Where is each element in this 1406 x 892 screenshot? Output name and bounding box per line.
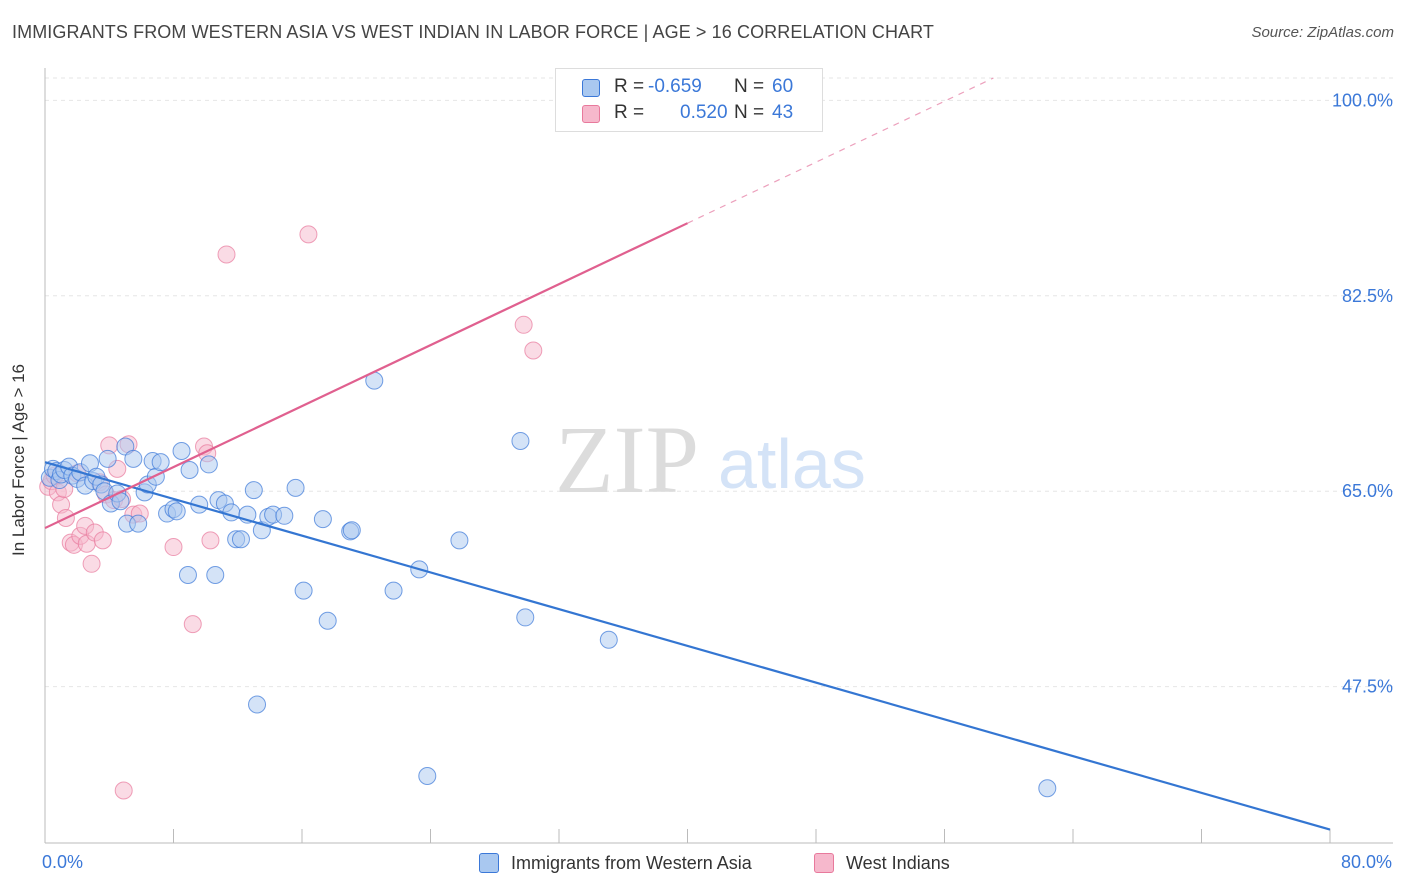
western-asia-point <box>180 460 199 479</box>
western-asia-point <box>199 455 218 474</box>
r-value: 0.520 <box>680 102 728 123</box>
grid-lines <box>45 77 1393 688</box>
western-asia-point <box>1038 779 1057 798</box>
y-tick-labels: 47.5% 65.0% 82.5% 100.0% <box>1332 90 1393 696</box>
chart-title: IMMIGRANTS FROM WESTERN ASIA VS WEST IND… <box>12 22 935 42</box>
western-asia-point <box>178 565 197 584</box>
western-asia-point <box>98 449 117 468</box>
western-asia-point <box>206 565 225 584</box>
west-indians-point <box>164 538 183 557</box>
west-indians-trend-line <box>44 222 688 530</box>
western-asia-point <box>231 530 250 549</box>
western-asia-point <box>599 630 618 649</box>
y-tick-label: 47.5% <box>1342 677 1393 697</box>
western-asia-point <box>286 478 305 497</box>
west-indians-point <box>114 781 133 800</box>
western-asia-point <box>418 766 437 785</box>
n-label: N = <box>734 102 765 123</box>
series-western-asia-points <box>40 371 1057 798</box>
western-asia-point <box>275 506 294 525</box>
western-asia-point <box>342 521 361 540</box>
watermark: ZIP atlas <box>555 406 866 513</box>
legend-swatch-west-indians <box>814 853 834 873</box>
western-asia-point <box>511 431 530 450</box>
west-indians-point <box>201 531 220 550</box>
legend-item-west-indians[interactable]: West Indians <box>814 852 984 876</box>
western-asia-point <box>151 453 170 472</box>
n-value: 60 <box>772 76 794 97</box>
western-asia-point <box>172 442 191 461</box>
x-tick-label-max: 80.0% <box>1340 852 1392 872</box>
west-indians-point <box>524 341 543 360</box>
western-asia-point <box>167 502 186 521</box>
western-asia-point <box>313 510 332 529</box>
west-indians-point <box>217 245 236 264</box>
y-tick-label: 82.5% <box>1342 286 1393 306</box>
watermark-zip: ZIP <box>555 406 699 513</box>
y-tick-label: 100.0% <box>1332 90 1393 110</box>
western-asia-point <box>384 581 403 600</box>
west-indians-point <box>183 615 202 634</box>
n-value: 43 <box>772 102 794 123</box>
western-asia-point <box>124 449 143 468</box>
stats-box: R = -0.659 N = 60 R = 0.520 N = 43 <box>555 68 823 132</box>
western-asia-trend-line <box>44 461 1331 831</box>
western-asia-point <box>318 611 337 630</box>
western-asia-point <box>248 695 267 714</box>
west-indians-point <box>514 315 533 334</box>
series-west-indians-swatch <box>582 105 600 123</box>
legend-item-western-asia[interactable]: Immigrants from Western Asia <box>479 852 799 876</box>
legend-label-western-asia: Immigrants from Western Asia <box>511 853 752 873</box>
western-asia-point <box>129 514 148 533</box>
r-label: R = <box>614 102 645 123</box>
western-asia-point <box>294 581 313 600</box>
series-western-asia-swatch <box>582 79 600 97</box>
watermark-atlas: atlas <box>718 425 866 503</box>
n-label: N = <box>734 76 765 97</box>
y-tick-label: 65.0% <box>1342 481 1393 501</box>
r-value: -0.659 <box>648 76 702 97</box>
western-asia-point <box>450 531 469 550</box>
legend-swatch-western-asia <box>479 853 499 873</box>
trend-lines <box>44 77 1331 831</box>
western-asia-point <box>244 481 263 500</box>
x-tick-label-min: 0.0% <box>42 852 84 872</box>
axes <box>44 68 1393 844</box>
west-indians-point <box>299 225 318 244</box>
west-indians-trend-projection <box>687 77 994 224</box>
legend-label-west-indians: West Indians <box>846 853 950 873</box>
west-indians-point <box>93 531 112 550</box>
western-asia-point <box>222 503 241 522</box>
r-label: R = <box>614 76 645 97</box>
western-asia-point <box>516 608 535 627</box>
west-indians-point <box>82 554 101 573</box>
source-label: Source: ZipAtlas.com <box>1251 24 1394 41</box>
